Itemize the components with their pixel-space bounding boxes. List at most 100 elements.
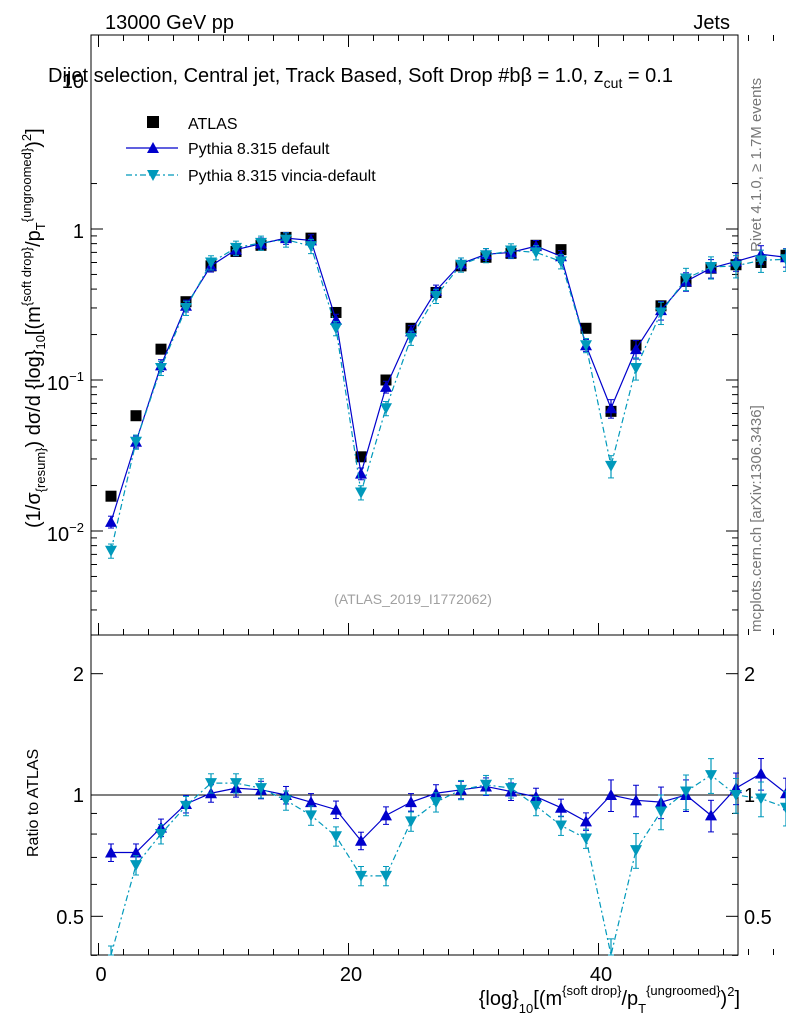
- legend-marker-default: [147, 142, 159, 153]
- ratio-point-vincia: [255, 783, 267, 795]
- ratio-point-default: [355, 834, 367, 846]
- data-point-vincia: [330, 323, 342, 335]
- data-point-default: [380, 380, 392, 392]
- data-point-vincia: [180, 302, 192, 314]
- plot-title: Dijet selection, Central jet, Track Base…: [48, 65, 673, 91]
- y-ratio-tick-label-right: 0.5: [744, 907, 772, 929]
- data-point-atlas: [105, 490, 117, 502]
- y-axis-label-main: (1/σ{resum}) dσ/d {log}10[(m{soft drop}/…: [19, 128, 48, 528]
- category-label: Jets: [693, 12, 730, 34]
- series-line-vincia: [110, 239, 786, 551]
- data-point-vincia: [480, 250, 492, 262]
- ratio-point-vincia: [355, 870, 367, 882]
- ratio-point-vincia: [455, 784, 467, 796]
- ratio-point-default: [780, 787, 786, 799]
- data-point-vincia: [130, 436, 142, 448]
- data-point-vincia: [255, 237, 267, 249]
- data-point-vincia: [680, 273, 692, 285]
- y-ratio-tick-label-right: 2: [744, 664, 755, 686]
- data-point-vincia: [655, 307, 667, 319]
- data-point-vincia: [630, 363, 642, 375]
- ratio-point-default: [630, 794, 642, 806]
- data-point-default: [330, 313, 342, 325]
- ratio-point-vincia: [480, 779, 492, 791]
- data-point-vincia: [430, 290, 442, 302]
- ratio-point-vincia: [630, 845, 642, 857]
- ratio-point-default: [755, 767, 767, 779]
- ratio-point-vincia: [180, 800, 192, 812]
- plot-title-beta: β = 1.0, z: [520, 65, 603, 87]
- ratio-point-vincia: [330, 831, 342, 843]
- legend-marker-vincia: [147, 170, 159, 181]
- legend-label-default: Pythia 8.315 default: [188, 141, 330, 158]
- ratio-point-default: [605, 789, 617, 800]
- ratio-point-vincia: [230, 778, 242, 790]
- y-ratio-tick-label-left: 0.5: [56, 907, 84, 929]
- y-tick-label-1e-1: 10−1: [47, 369, 84, 395]
- data-point-atlas: [130, 410, 142, 422]
- x-axis-label: {log}10[(m{soft drop}/pT{ungroomed})2]: [479, 983, 740, 1016]
- data-point-vincia: [530, 247, 542, 259]
- data-point-vincia: [455, 259, 467, 271]
- data-point-vincia: [780, 254, 786, 266]
- ratio-point-vincia: [155, 829, 167, 841]
- data-point-vincia: [305, 241, 317, 253]
- y-axis-label-ratio: Ratio to ATLAS: [25, 749, 42, 857]
- data-point-default: [355, 467, 367, 479]
- data-point-atlas: [330, 306, 342, 318]
- ratio-series-layer: [105, 758, 786, 956]
- y-main-tick-labels: 10−2 10−1 1 10: [47, 71, 84, 546]
- data-point-vincia: [605, 460, 617, 472]
- legend-label-vincia: Pythia 8.315 vincia-default: [188, 168, 376, 185]
- data-point-vincia: [105, 545, 117, 557]
- plot-title-zcut-value: = 0.1: [622, 65, 673, 87]
- x-tick-labels: 0 20 40: [95, 964, 612, 986]
- ratio-point-vincia: [680, 786, 692, 798]
- x-tick-label: 20: [340, 964, 362, 986]
- y-ratio-tick-label-left: 1: [73, 785, 84, 807]
- ratio-point-vincia: [655, 806, 667, 818]
- data-point-default: [605, 402, 617, 414]
- ratio-point-default: [130, 846, 142, 858]
- data-point-vincia: [730, 260, 742, 272]
- y-tick-label-1e-2: 10−2: [47, 520, 84, 546]
- series-line-default: [110, 237, 786, 523]
- ratio-point-vincia: [205, 778, 217, 790]
- y-tick-label-1: 1: [73, 221, 84, 243]
- mcplots-label: mcplots.cern.ch [arXiv:1306.3436]: [748, 405, 765, 632]
- ratio-point-vincia: [280, 795, 292, 807]
- ratio-point-vincia: [705, 770, 717, 782]
- main-series-layer: [105, 231, 786, 559]
- legend-label-atlas: ATLAS: [188, 116, 238, 133]
- ratio-point-vincia: [305, 810, 317, 822]
- ratio-point-vincia: [380, 870, 392, 882]
- analysis-id-label: (ATLAS_2019_I1772062): [334, 591, 492, 607]
- data-point-vincia: [755, 255, 767, 267]
- ratio-point-vincia: [580, 833, 592, 845]
- data-point-atlas: [380, 374, 392, 386]
- x-tick-label: 40: [590, 964, 612, 986]
- ratio-point-vincia: [430, 797, 442, 809]
- plot-title-cut-subscript: cut: [604, 75, 623, 91]
- y-ratio-tick-label-right: 1: [744, 785, 755, 807]
- data-point-atlas: [355, 451, 367, 463]
- y-tick-label-10: 10: [62, 71, 84, 93]
- ratio-point-vincia: [130, 860, 142, 872]
- data-point-vincia: [205, 257, 217, 269]
- data-point-default: [105, 515, 117, 527]
- data-point-atlas: [555, 244, 567, 256]
- data-point-vincia: [380, 403, 392, 415]
- energy-label: 13000 GeV pp: [105, 12, 234, 34]
- y-ratio-tick-label-left: 2: [73, 664, 84, 686]
- ratio-point-default: [330, 803, 342, 815]
- data-point-vincia: [580, 340, 592, 352]
- ratio-point-vincia: [405, 816, 417, 828]
- axis-ticks: [91, 35, 774, 956]
- ratio-point-vincia: [755, 793, 767, 805]
- ratio-point-default: [555, 801, 567, 813]
- plot-title-main: Dijet selection, Central jet, Track Base…: [48, 65, 520, 87]
- y-ratio-tick-labels: 0.5 1 2 0.5 1 2: [56, 664, 772, 929]
- ratio-line-vincia: [110, 774, 786, 956]
- data-point-vincia: [155, 363, 167, 375]
